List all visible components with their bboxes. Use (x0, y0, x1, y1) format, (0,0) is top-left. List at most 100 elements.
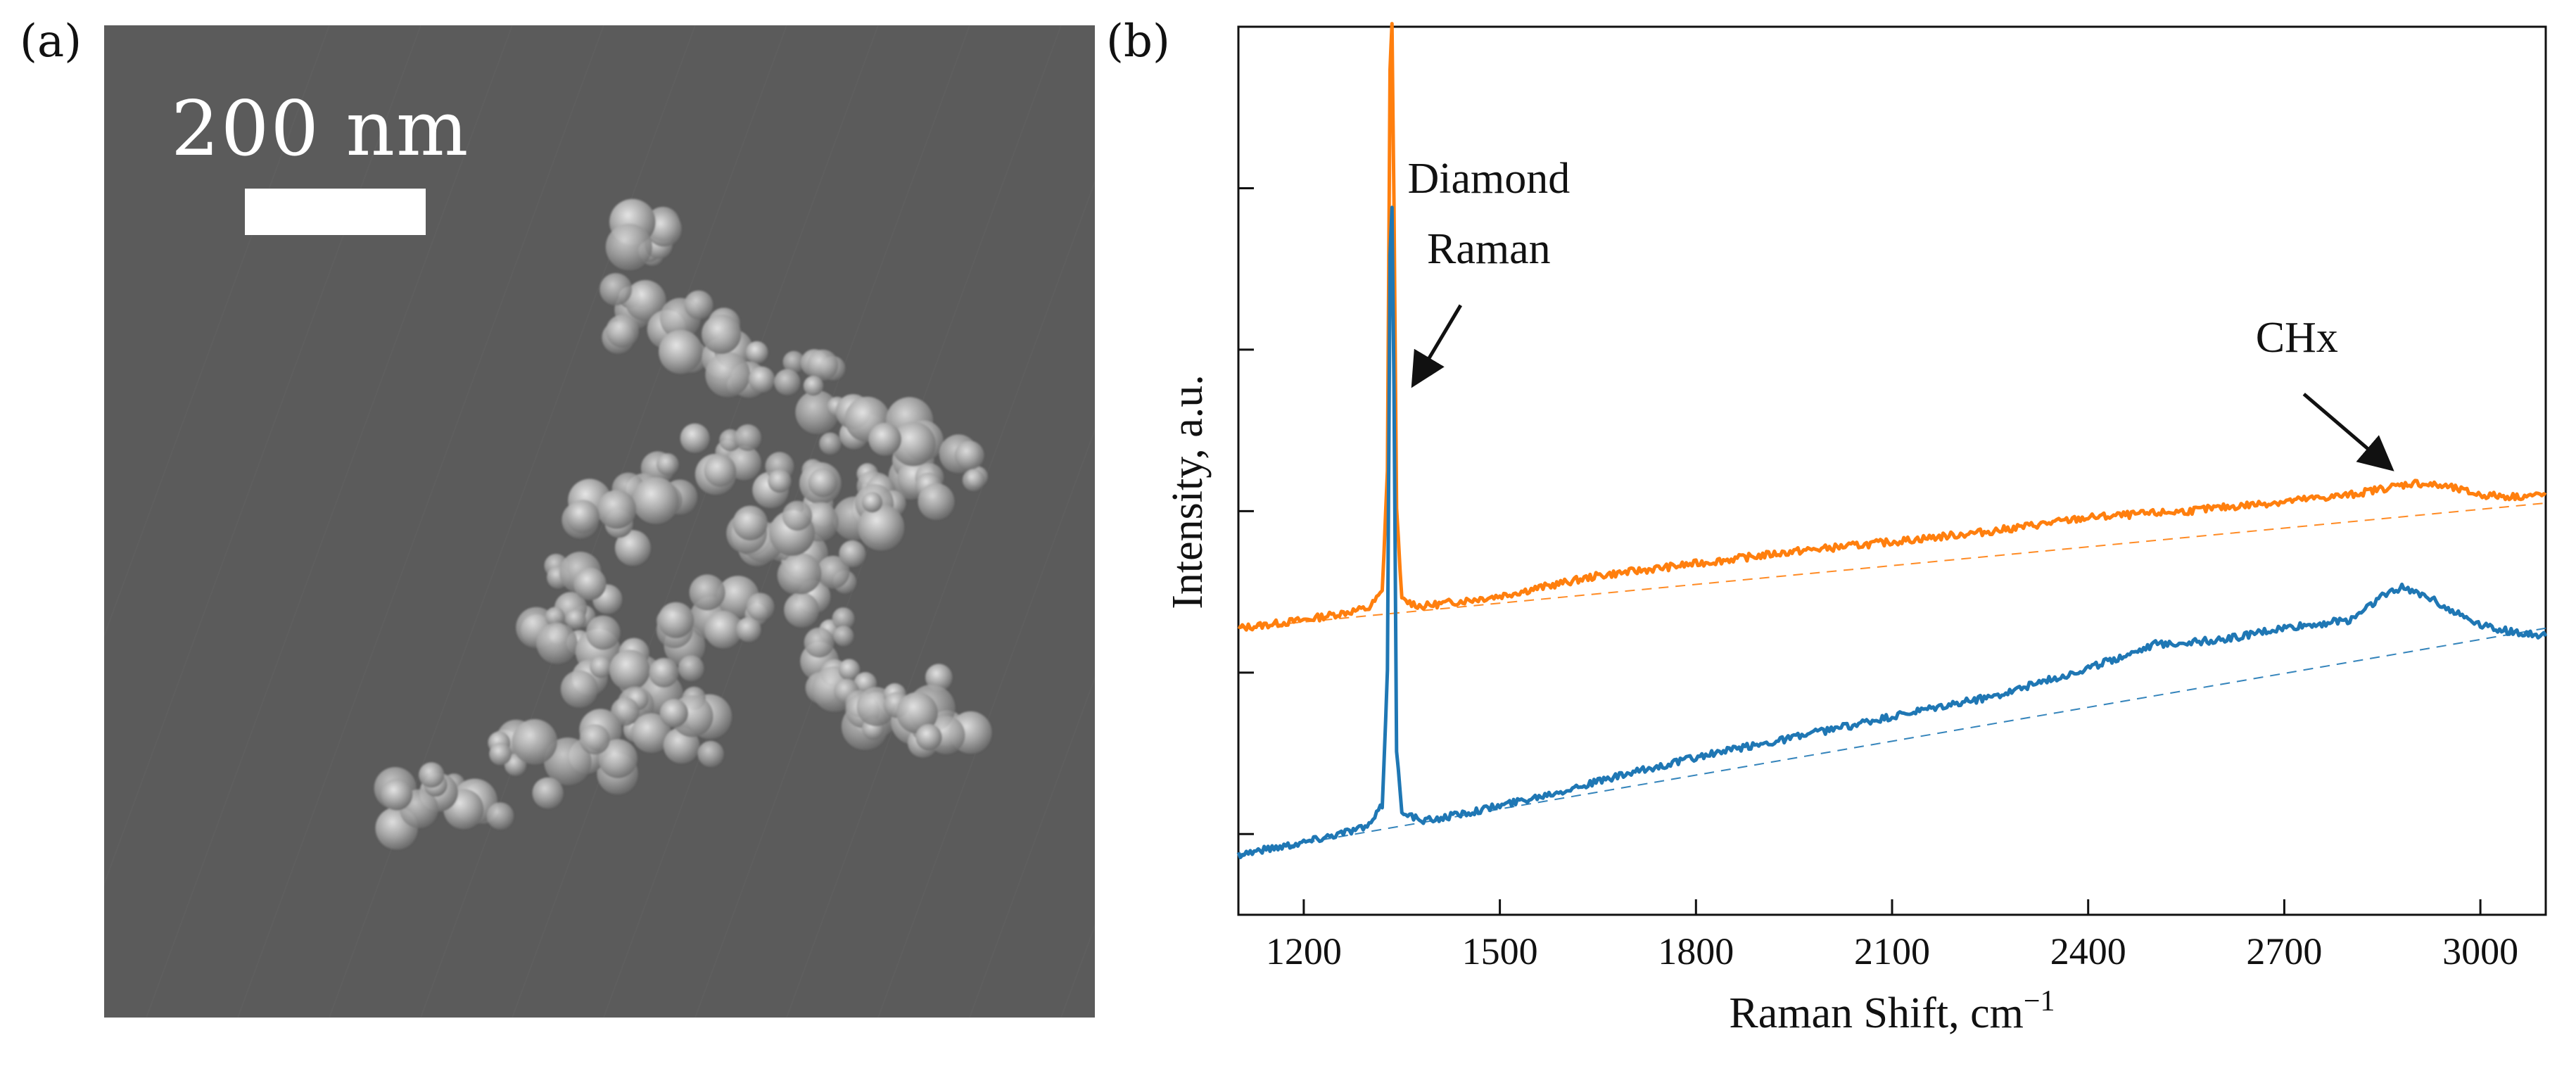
sem-streak (969, 676, 1095, 1018)
sem-particle (768, 469, 792, 493)
sem-streak (104, 25, 330, 638)
sem-particle (748, 366, 775, 393)
sem-particle (573, 567, 607, 600)
series-orange-line (1237, 22, 2547, 632)
sem-particle (659, 329, 703, 374)
sem-particle (918, 483, 955, 520)
sem-particle (819, 432, 842, 455)
sem-particle (625, 280, 666, 322)
sem-streak (146, 25, 513, 1018)
x-tick-label: 2100 (1854, 930, 1930, 972)
sem-particle (858, 504, 905, 551)
sem-particle (579, 724, 610, 755)
sem-particle (684, 290, 713, 319)
sem-particle (782, 350, 805, 373)
sem-particle (804, 627, 835, 658)
x-axis-label: Raman Shift, cm−1 (1729, 985, 2055, 1037)
sem-particle (868, 422, 901, 456)
sem-particle (891, 422, 936, 467)
sem-particle (803, 376, 824, 396)
annotation-arrow (1411, 304, 1463, 388)
x-tick-label: 1500 (1462, 930, 1538, 972)
sem-particle (632, 477, 680, 524)
sem-particle (745, 341, 768, 364)
sem-particle (780, 552, 822, 595)
sem-streak (512, 25, 879, 1018)
panel-b-label: (b) (1106, 15, 1170, 68)
sem-particle (599, 273, 633, 306)
sem-particle (419, 762, 445, 788)
annotation-label: Diamond (1407, 155, 1570, 203)
sem-particle (545, 607, 565, 627)
sem-particle (807, 349, 839, 381)
scale-bar-label: 200 nm (171, 85, 470, 173)
sem-micrograph: 200 nm (104, 25, 1095, 1018)
sem-streak (237, 25, 604, 1018)
annotation-label: Raman (1427, 225, 1551, 273)
x-tick-label: 1200 (1266, 930, 1342, 972)
sem-particle (808, 468, 838, 498)
annotation-label: CHx (2256, 314, 2338, 362)
sem-streak (104, 25, 421, 887)
sem-particle (795, 390, 839, 434)
sem-particle (962, 469, 985, 491)
sem-particle (954, 441, 984, 470)
annotation-arrow (2302, 393, 2394, 471)
chart-annotations: Diamond Raman CHx (1407, 155, 2394, 471)
sem-particle (656, 453, 679, 476)
sem-particle (512, 719, 558, 765)
sem-particle (838, 659, 861, 680)
sem-particle (782, 500, 813, 531)
x-tick-label: 1800 (1658, 930, 1734, 972)
sem-particle (609, 649, 650, 690)
series-blue-baseline (1238, 627, 2546, 855)
series-orange-baseline (1238, 502, 2546, 629)
sem-particle-cluster (104, 25, 1095, 1018)
y-axis-label: Intensity, a.u. (1164, 374, 1212, 609)
sem-particle (381, 778, 413, 811)
sem-particle (680, 423, 710, 453)
sem-particle (704, 455, 737, 487)
sem-particle (832, 607, 855, 630)
chart-axes: 1200 1500 1800 2100 2400 2700 3000 (1237, 25, 2547, 972)
sem-particle (925, 664, 953, 691)
sem-particle (566, 500, 599, 533)
sem-particle (532, 777, 564, 809)
sem-particle (597, 490, 637, 529)
sem-particle (615, 530, 651, 566)
sem-particle (736, 616, 761, 642)
sem-particle (689, 574, 725, 611)
sem-particle (489, 742, 512, 766)
sem-particle (746, 592, 775, 621)
x-tick-label: 2700 (2246, 930, 2322, 972)
sem-particle (816, 555, 850, 589)
sem-streak (329, 25, 696, 1018)
sem-particle (658, 602, 694, 638)
sem-particle (486, 802, 514, 830)
sem-particle (659, 699, 689, 728)
sem-particle (774, 369, 801, 395)
sem-streak (786, 179, 1095, 1018)
x-tick-label: 2400 (2050, 930, 2126, 972)
sem-particle (839, 540, 866, 567)
sem-particle (649, 657, 679, 688)
series-blue-line (1236, 205, 2548, 860)
sem-particle (705, 352, 751, 398)
scale-bar (245, 189, 426, 235)
sem-particle (896, 692, 938, 734)
sem-particle (560, 670, 598, 708)
sem-particle (598, 739, 637, 778)
sem-particle (861, 492, 883, 513)
sem-particle (915, 724, 942, 751)
sem-particle (732, 505, 768, 540)
sem-particle (702, 314, 742, 354)
sem-particle (590, 655, 612, 678)
sem-particle (536, 622, 578, 664)
sem-particle (734, 424, 761, 451)
sem-particle (697, 740, 724, 767)
sem-particle (784, 592, 819, 628)
sem-particle (565, 609, 586, 630)
raman-spectrum-chart: 1200 1500 1800 2100 2400 2700 3000 Diamond Rama… (1164, 22, 2548, 1037)
panel-a-label: (a) (20, 15, 82, 68)
sem-particle (678, 655, 704, 681)
